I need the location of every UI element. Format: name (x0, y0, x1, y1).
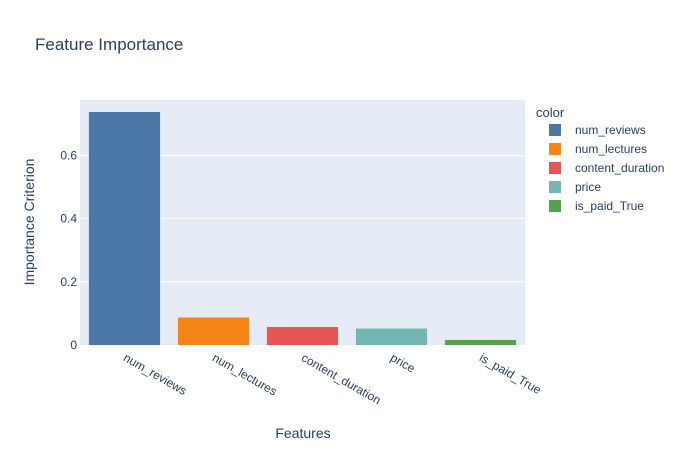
legend-swatch (549, 200, 561, 212)
bar-is_paid_True (444, 339, 517, 345)
y-axis-title: Importance Criterion (21, 159, 37, 286)
y-tick-label: 0.2 (60, 275, 77, 289)
legend-item-label: content_duration (575, 161, 664, 175)
y-tick-label: 0.4 (60, 212, 77, 226)
x-tick-label: content_duration (299, 350, 383, 407)
legend: color num_reviews num_lectures content_dur… (536, 105, 664, 213)
bar-price (355, 328, 428, 345)
legend-item-label: is_paid_True (575, 199, 644, 213)
legend-title: color (536, 105, 565, 120)
bar-content_duration (266, 326, 339, 345)
y-tick-label: 0.6 (60, 148, 77, 162)
bar-num_reviews (88, 112, 161, 345)
x-tick-label: num_reviews (121, 350, 189, 397)
legend-swatch (549, 181, 561, 193)
x-tick-label: price (388, 350, 418, 375)
x-tick-label: num_lectures (210, 350, 279, 398)
x-axis-title: Features (275, 425, 330, 441)
legend-item-label: num_reviews (575, 123, 646, 137)
bars (88, 112, 517, 345)
bar-num_lectures (177, 317, 250, 345)
legend-item-label: num_lectures (575, 142, 647, 156)
legend-swatch (549, 124, 561, 136)
x-axis-ticks: num_reviews num_lectures content_duration p… (121, 350, 544, 407)
legend-swatch (549, 162, 561, 174)
chart-title: Feature Importance (35, 35, 183, 54)
legend-item-label: price (575, 180, 601, 194)
y-axis-ticks: 0 0.2 0.4 0.6 (60, 148, 77, 352)
x-tick-label: is_paid_True (477, 350, 544, 397)
y-tick-label: 0 (70, 338, 77, 352)
legend-swatch (549, 143, 561, 155)
